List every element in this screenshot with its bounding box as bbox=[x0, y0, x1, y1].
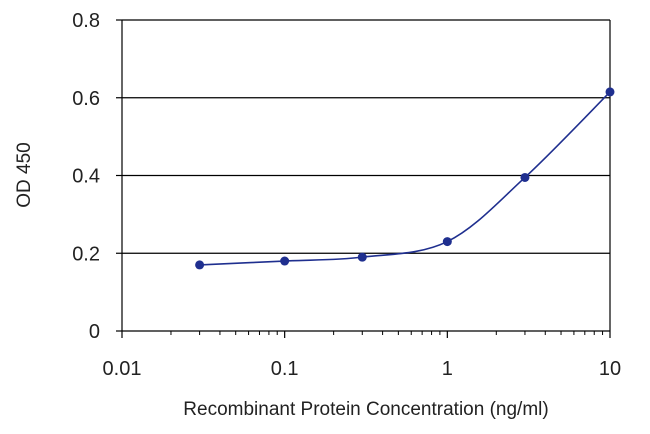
y-tick-label: 0 bbox=[89, 321, 100, 343]
gridlines bbox=[122, 19, 610, 254]
series-line bbox=[199, 91, 611, 266]
data-point bbox=[357, 252, 367, 262]
x-tick-label: 0.01 bbox=[103, 358, 142, 380]
data-point bbox=[442, 237, 452, 247]
tick-labels: 0 0.2 0.4 0.6 0.8 0.01 0.1 1 10 bbox=[72, 10, 621, 380]
data-point bbox=[195, 260, 205, 270]
x-tick-label: 10 bbox=[599, 358, 621, 380]
x-axis-title: Recombinant Protein Concentration (ng/ml… bbox=[183, 399, 548, 420]
data-point bbox=[605, 87, 615, 97]
y-tick-label: 0.2 bbox=[72, 243, 100, 265]
series-layer bbox=[195, 87, 615, 270]
y-tick-label: 0.8 bbox=[72, 10, 100, 32]
y-tick-label: 0.4 bbox=[72, 166, 100, 188]
y-axis-title: OD 450 bbox=[14, 142, 35, 207]
axes bbox=[116, 19, 611, 338]
y-tick-label: 0.6 bbox=[72, 88, 100, 110]
data-point bbox=[520, 172, 530, 182]
data-point bbox=[280, 256, 290, 266]
x-tick-label: 0.1 bbox=[271, 358, 299, 380]
x-tick-label: 1 bbox=[442, 358, 453, 380]
